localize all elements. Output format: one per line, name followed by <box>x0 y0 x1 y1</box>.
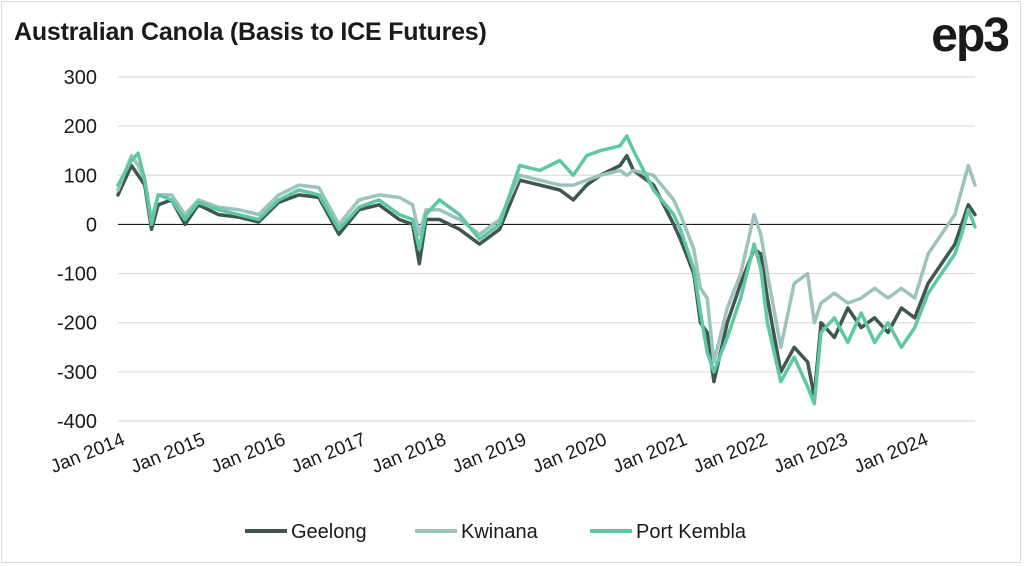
x-tick-label: Jan 2024 <box>851 429 932 478</box>
x-tick-label: Jan 2014 <box>48 429 129 478</box>
y-tick-label: 300 <box>64 67 97 89</box>
x-tick-label: Jan 2015 <box>128 429 208 478</box>
x-tick-label: Jan 2019 <box>449 429 529 478</box>
y-axis-ticks: 300 200 100 0 -100 -200 -300 -400 <box>57 67 97 433</box>
x-tick-label: Jan 2016 <box>208 429 288 478</box>
series-line-port-kembla <box>116 134 977 406</box>
gridlines <box>118 76 975 422</box>
chart-title: Australian Canola (Basis to ICE Futures) <box>14 18 487 46</box>
y-tick-label: -200 <box>57 313 97 335</box>
legend-label-geelong: Geelong <box>291 521 367 543</box>
y-tick-label: -400 <box>57 411 97 433</box>
x-tick-label: Jan 2023 <box>771 429 851 478</box>
x-tick-label: Jan 2017 <box>289 429 369 478</box>
x-tick-label: Jan 2021 <box>610 429 690 478</box>
series-lines <box>116 134 977 406</box>
ep3-logo: ep3 <box>931 9 1010 62</box>
x-tick-label: Jan 2022 <box>690 429 770 478</box>
y-tick-label: 100 <box>64 165 97 187</box>
x-tick-label: Jan 2018 <box>369 429 449 478</box>
y-tick-label: -300 <box>57 362 97 384</box>
series-line-kwinana <box>116 153 977 364</box>
x-tick-label: Jan 2020 <box>530 429 610 478</box>
y-tick-label: 200 <box>64 116 97 138</box>
legend-label-kwinana: Kwinana <box>461 521 539 543</box>
y-tick-label: 0 <box>86 214 97 236</box>
x-axis-ticks: Jan 2014 Jan 2015 Jan 2016 Jan 2017 Jan 2018… <box>48 429 932 478</box>
legend: Geelong Kwinana Port Kembla <box>245 521 747 543</box>
y-tick-label: -100 <box>57 264 97 286</box>
series-line-geelong <box>116 153 977 399</box>
legend-label-port-kembla: Port Kembla <box>636 521 747 543</box>
